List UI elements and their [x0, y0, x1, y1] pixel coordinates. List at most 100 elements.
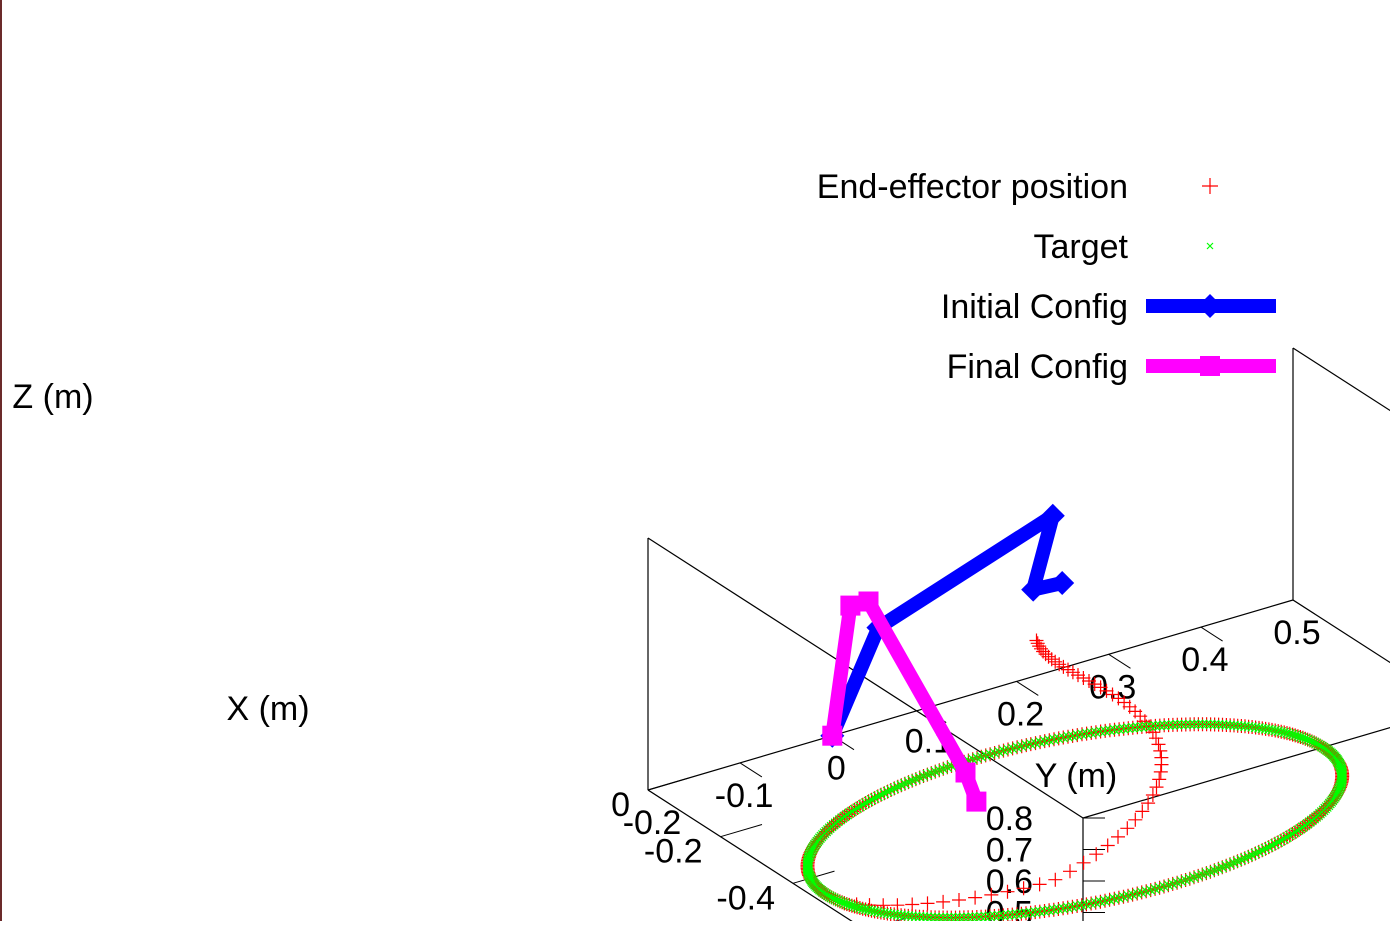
- ee-point: [1030, 636, 1045, 651]
- target-point: [1284, 728, 1295, 739]
- target-point: [926, 912, 937, 923]
- target-point: [863, 796, 874, 807]
- target-point: [1011, 909, 1022, 920]
- ee-point: [1071, 668, 1085, 683]
- target-point: [1201, 719, 1212, 730]
- target-point: [866, 905, 877, 916]
- target-point: [984, 911, 995, 922]
- ee-point: [1145, 788, 1160, 802]
- target-point: [1154, 720, 1165, 731]
- ee-point: [1149, 780, 1164, 795]
- target-point: [855, 801, 865, 812]
- target-point: [1141, 721, 1152, 732]
- ee-point: [1082, 674, 1096, 688]
- target-point: [1021, 908, 1031, 919]
- config-joint: [822, 725, 843, 746]
- ee-point: [1154, 757, 1169, 772]
- y-tick: [1016, 680, 1039, 696]
- target-point: [1267, 724, 1277, 735]
- target-point: [993, 910, 1004, 921]
- legend-swatch-marker: [1200, 356, 1220, 376]
- target-point: [885, 785, 896, 795]
- target-point: [980, 911, 991, 922]
- x-tick-label: 0: [611, 786, 630, 824]
- box-edge: [1292, 347, 1390, 412]
- target-point: [857, 799, 868, 810]
- target-point: [976, 911, 987, 922]
- target-point: [896, 780, 907, 791]
- legend-label: Final Config: [947, 348, 1128, 386]
- ee-point: [1151, 737, 1166, 752]
- target-point: [805, 847, 816, 858]
- target-point: [1334, 782, 1345, 793]
- ee-point: [1135, 804, 1150, 819]
- box-edge: [1082, 726, 1390, 819]
- z-tick-label: 0.8: [986, 800, 1033, 838]
- target-point: [869, 906, 880, 917]
- target-point: [892, 781, 903, 792]
- target-point: [1205, 719, 1216, 730]
- legend-label: Target: [1034, 228, 1129, 266]
- ee-point: [1141, 796, 1156, 811]
- y-tick-label: 0.2: [997, 695, 1044, 733]
- ee-point: [1032, 639, 1047, 654]
- legend-swatch: [1202, 178, 1218, 194]
- ee-point: [1142, 719, 1157, 734]
- x-tick-label: -0.4: [716, 879, 775, 917]
- target-point: [998, 910, 1009, 921]
- legend-label: Initial Config: [941, 288, 1128, 326]
- target-point: [930, 912, 941, 923]
- target-point: [1282, 728, 1292, 739]
- ee-point: [1153, 743, 1168, 758]
- target-point: [847, 806, 857, 817]
- target-point: [1185, 719, 1196, 730]
- target-point: [872, 791, 883, 802]
- x-tick: [720, 824, 763, 838]
- target-point: [1034, 906, 1045, 917]
- target-point: [860, 904, 871, 915]
- config-joint: [955, 762, 976, 783]
- target-point: [1189, 719, 1200, 730]
- config-joint: [858, 591, 879, 612]
- legend-swatch-marker: [1198, 294, 1222, 318]
- target-point: [879, 788, 890, 799]
- target-point: [1270, 725, 1281, 736]
- target-point: [1273, 837, 1284, 848]
- target-point: [1123, 723, 1134, 734]
- target-point: [1127, 722, 1138, 733]
- x-tick: [647, 777, 690, 791]
- y-tick-label: -0.2: [623, 804, 682, 842]
- box-edge: [647, 537, 1084, 819]
- target-point: [1243, 851, 1254, 862]
- ee-point: [1089, 847, 1104, 862]
- target-point: [1225, 720, 1236, 731]
- target-point: [1002, 910, 1013, 920]
- y-tick: [1108, 653, 1131, 669]
- target-point: [967, 912, 978, 923]
- target-point: [854, 903, 865, 913]
- config-joint: [966, 791, 987, 812]
- target-point: [1279, 833, 1289, 844]
- target-point: [1180, 719, 1191, 730]
- target-point: [1132, 722, 1143, 733]
- target-point: [1295, 823, 1306, 834]
- target-point: [967, 754, 978, 765]
- target-point: [1217, 719, 1228, 730]
- target-point: [1250, 848, 1261, 859]
- ee-point: [936, 894, 951, 909]
- y-tick: [1292, 599, 1316, 615]
- ee-point: [984, 887, 999, 902]
- ee-point: [920, 896, 935, 911]
- ee-point: [1076, 671, 1091, 685]
- config-joint: [1040, 503, 1065, 528]
- target-point: [863, 905, 874, 916]
- target-point: [1284, 830, 1295, 841]
- box-edge: [1292, 599, 1390, 664]
- target-point: [1287, 729, 1298, 740]
- legend-swatch: [1206, 242, 1214, 250]
- target-point: [1279, 727, 1290, 738]
- target-point: [914, 911, 925, 922]
- ee-point: [890, 898, 905, 913]
- target-point: [1276, 835, 1287, 846]
- target-point: [849, 804, 860, 815]
